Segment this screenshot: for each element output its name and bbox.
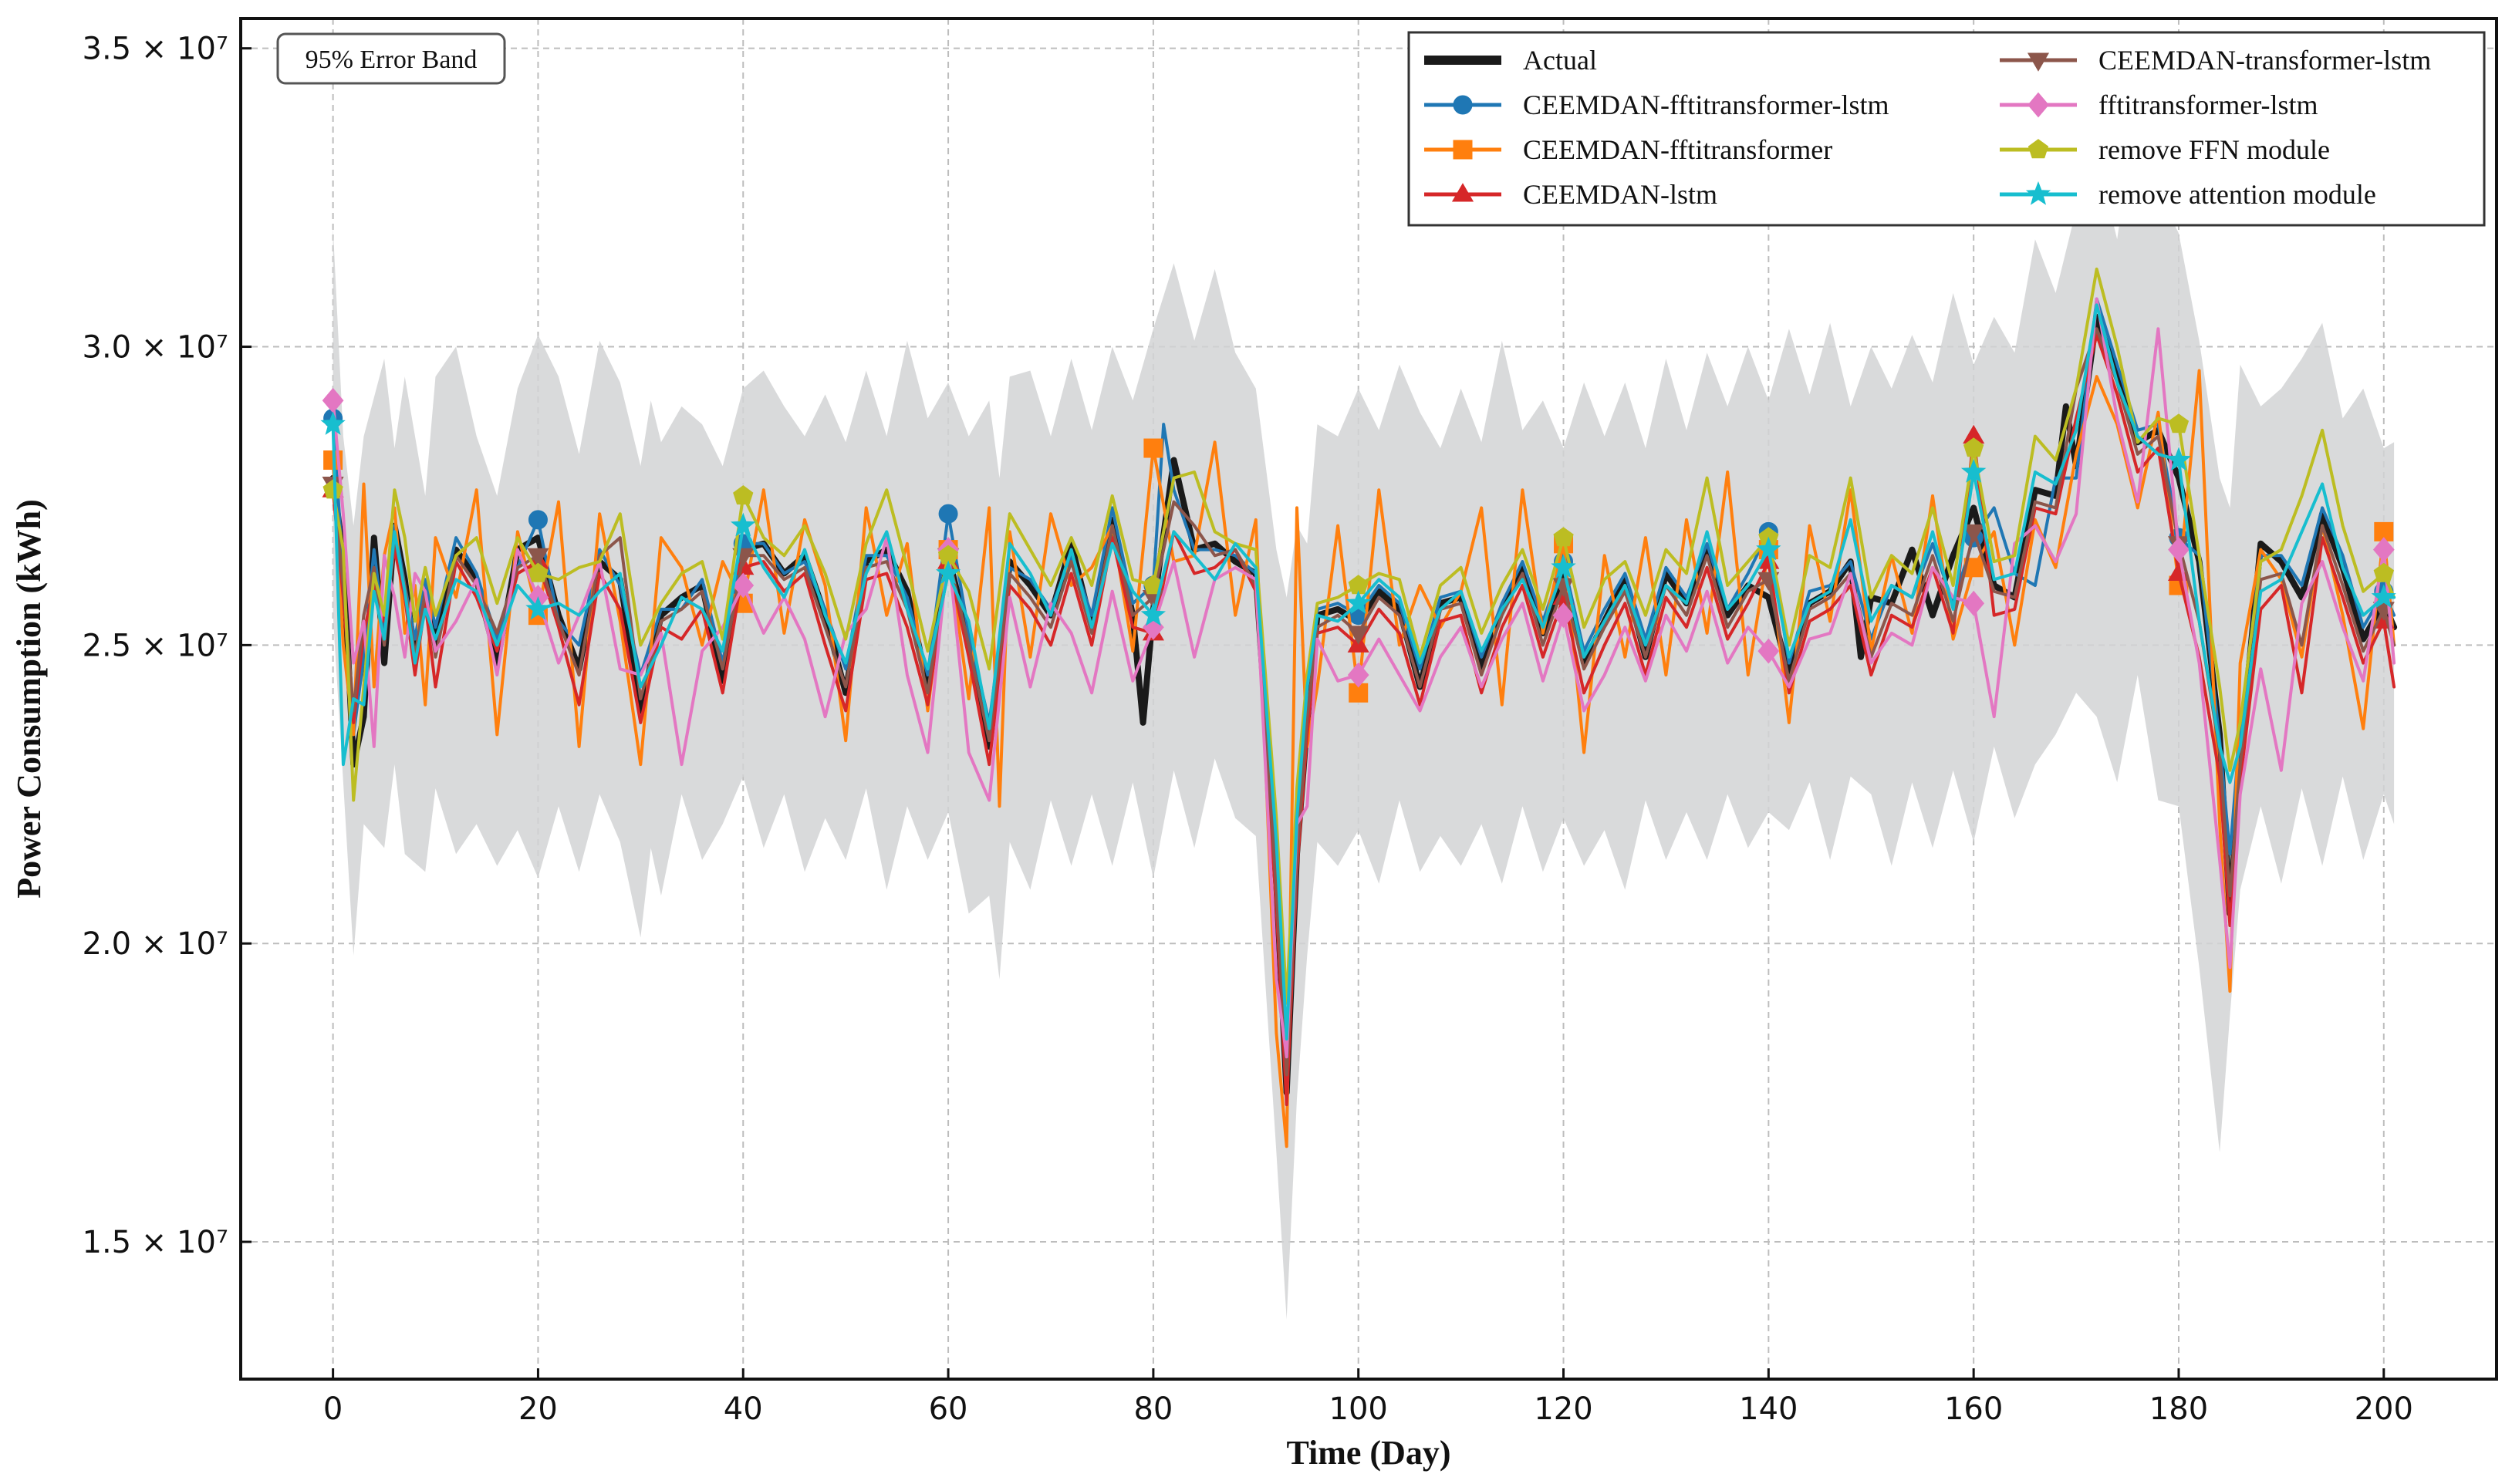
series-line — [331, 267, 2396, 1005]
legend-marker — [1453, 95, 1473, 115]
series-point — [1553, 527, 1574, 547]
series-layer — [320, 267, 2398, 1148]
legend-item: CEEMDAN-lstm — [1424, 179, 1717, 210]
series-point — [528, 562, 549, 582]
series-point — [1143, 438, 1163, 458]
series-point — [2168, 537, 2190, 562]
series-point — [1345, 590, 1371, 614]
series-point — [1140, 602, 1167, 626]
legend-marker — [1451, 183, 1474, 202]
series-line — [331, 303, 2396, 1040]
series-point — [731, 512, 756, 537]
legend-marker — [2027, 52, 2050, 72]
error-band-annotation-text: 95% Error Band — [306, 46, 478, 74]
legend-label: CEEMDAN-transformer-lstm — [2098, 45, 2431, 76]
series-point — [525, 595, 551, 620]
legend-item: CEEMDAN-transformer-lstm — [2000, 45, 2431, 76]
series-point — [528, 510, 548, 530]
legend-label: CEEMDAN-lstm — [1523, 179, 1717, 210]
legend-marker — [2025, 180, 2051, 205]
y-tick-label: 2.5 × 10⁷ — [83, 628, 229, 663]
x-tick-label: 0 — [323, 1391, 343, 1427]
series-point — [1757, 638, 1780, 664]
y-tick-label: 2.0 × 10⁷ — [83, 926, 229, 962]
x-tick-label: 80 — [1133, 1391, 1173, 1427]
legend-marker — [1453, 140, 1473, 160]
y-axis-title: Power Consumption (kWh) — [10, 499, 48, 898]
legend-label: remove attention module — [2098, 179, 2376, 210]
series-point — [2372, 537, 2395, 562]
series-point — [1347, 626, 1369, 645]
series-point — [1551, 554, 1576, 578]
series-line — [331, 297, 2396, 1059]
x-axis-title: Time (Day) — [1286, 1434, 1450, 1472]
series-point — [2166, 447, 2192, 471]
series-point — [1756, 536, 1781, 561]
x-tick-label: 100 — [1329, 1391, 1388, 1427]
series-point — [733, 485, 754, 505]
x-tick-label: 200 — [2355, 1391, 2413, 1427]
y-tick-label: 1.5 × 10⁷ — [83, 1225, 229, 1260]
series-point — [2373, 562, 2394, 582]
y-tick-label: 3.5 × 10⁷ — [83, 32, 229, 67]
x-tick-label: 120 — [1534, 1391, 1592, 1427]
legend: Actual CEEMDAN-fftitransformer-lstm CEEMDA… — [1407, 31, 2486, 227]
y-tick-label: 3.0 × 10⁷ — [83, 330, 229, 366]
series-remove-ffn-module — [322, 267, 2396, 1005]
legend-label: remove FFN module — [2098, 134, 2330, 165]
legend-item: remove FFN module — [2000, 134, 2330, 165]
error-band — [333, 96, 2395, 1320]
series-point — [938, 504, 958, 524]
error-band-layer — [333, 96, 2395, 1320]
legend-item: CEEMDAN-fftitransformer — [1424, 134, 1832, 165]
x-axis: 0 20 40 60 80 100 120 140 160 180 200 — [323, 1368, 2413, 1427]
legend-item: Actual — [1424, 45, 1597, 76]
legend-label: fftitransformer-lstm — [2098, 89, 2318, 120]
series-point — [320, 411, 346, 435]
series-point — [1552, 602, 1575, 629]
legend-marker — [2027, 92, 2049, 118]
legend-item: remove attention module — [2000, 179, 2376, 210]
series-point — [322, 479, 343, 499]
legend-label: Actual — [1523, 45, 1597, 76]
series-point — [2371, 584, 2396, 609]
legend-label: CEEMDAN-fftitransformer-lstm — [1523, 89, 1889, 120]
series-point — [527, 548, 549, 568]
series-point — [1963, 437, 1984, 457]
series-point — [2168, 413, 2190, 433]
series-point — [1960, 458, 1987, 483]
series-point — [732, 572, 755, 599]
x-tick-label: 160 — [1944, 1391, 2003, 1427]
x-tick-label: 40 — [724, 1391, 763, 1427]
x-tick-label: 140 — [1739, 1391, 1798, 1427]
series-point — [1347, 662, 1369, 688]
legend-label: CEEMDAN-fftitransformer — [1523, 134, 1832, 165]
plot-frame — [239, 17, 2498, 1381]
series-remove-attention-module — [320, 303, 2396, 1040]
legend-marker — [2027, 139, 2049, 159]
x-tick-label: 20 — [518, 1391, 558, 1427]
x-tick-label: 180 — [2149, 1391, 2208, 1427]
legend-item: fftitransformer-lstm — [2000, 89, 2318, 120]
y-axis: 1.5 × 10⁷ 2.0 × 10⁷ 2.5 × 10⁷ 3.0 × 10⁷ 3.5 … — [83, 32, 252, 1260]
series-point — [935, 560, 961, 585]
x-tick-label: 60 — [929, 1391, 968, 1427]
legend-item: CEEMDAN-fftitransformer-lstm — [1424, 89, 1889, 120]
series-point — [1963, 590, 1985, 616]
error-band-annotation: 95% Error Band — [276, 32, 506, 85]
series-point — [1963, 524, 1985, 544]
